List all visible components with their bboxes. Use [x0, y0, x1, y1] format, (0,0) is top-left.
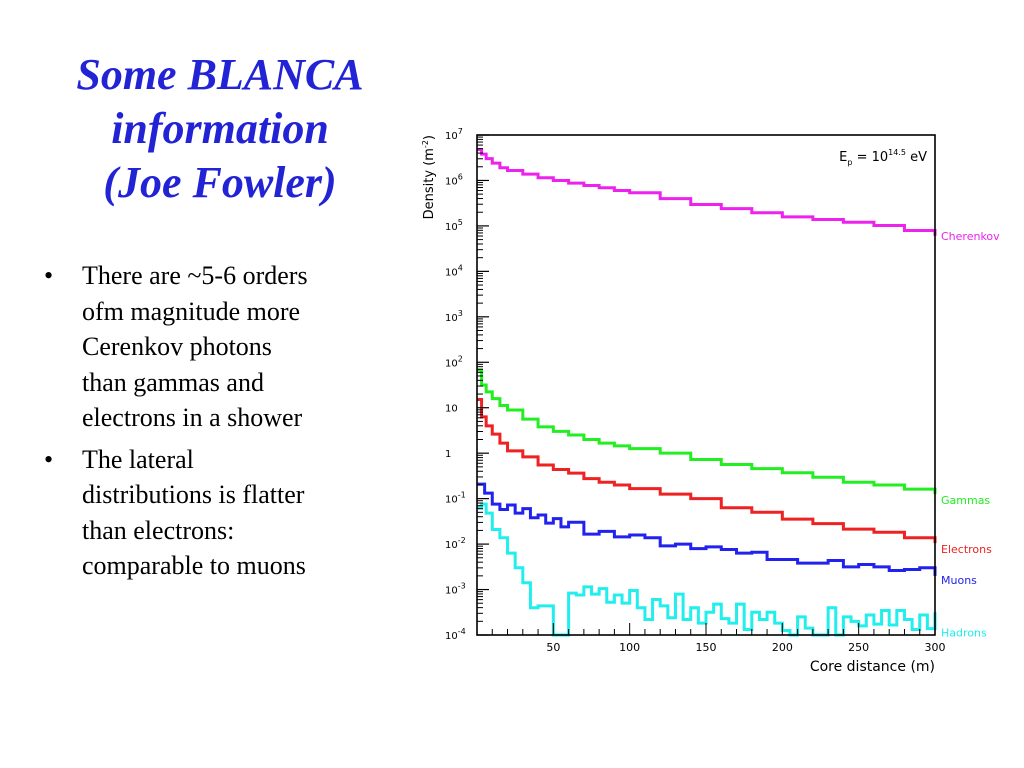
y-tick-label: 10-1: [445, 491, 466, 506]
y-tick-label: 10-3: [445, 582, 466, 597]
y-tick-label: 102: [445, 354, 463, 369]
title-line-1: Some BLANCA: [76, 50, 364, 99]
y-tick-label: 105: [445, 218, 463, 233]
bullet-line: than electrons:: [82, 515, 235, 545]
series-line-hadrons: [477, 502, 937, 637]
y-tick-label: 104: [445, 263, 463, 278]
bullet-text: There are ~5-6 orders ofm magnitude more…: [82, 258, 398, 436]
series-line-gammas: [477, 368, 937, 495]
legend-label-gammas: Gammas: [941, 494, 990, 507]
bullet-dot: •: [44, 444, 54, 474]
bullet-dot: •: [44, 261, 54, 290]
bullet-line: ofm magnitude more: [82, 296, 301, 326]
density-chart: Cherenkov Gammas Electrons Muons Hadrons 107 1…: [421, 127, 1000, 675]
bullet-line: The lateral: [82, 444, 194, 474]
series-line-muons: [477, 482, 937, 576]
x-axis-label: Core distance (m): [810, 659, 935, 675]
x-tick-label: 300: [925, 641, 946, 654]
y-tick-label: 1: [445, 449, 451, 460]
bullet-line: There are ~5-6 orders: [82, 261, 308, 290]
x-tick-label: 50: [546, 641, 560, 654]
y-tick-label: 10-4: [445, 627, 466, 642]
bullet-line: comparable to muons: [82, 551, 306, 580]
y-tick-label: 107: [445, 127, 463, 142]
x-tick-label: 100: [619, 641, 640, 654]
y-tick-label: 106: [445, 172, 463, 187]
legend-label-cherenkov: Cherenkov: [941, 230, 1000, 243]
y-tick-label: 103: [445, 309, 463, 324]
bullet-line: distributions is flatter: [82, 480, 305, 509]
series-line-electrons: [477, 398, 937, 544]
title-line-2: information: [111, 104, 329, 153]
legend-label-muons: Muons: [941, 574, 977, 587]
legend-label-hadrons: Hadrons: [941, 626, 987, 639]
x-tick-label: 150: [696, 641, 717, 654]
plot-frame: [476, 134, 936, 636]
x-tick-label: 200: [772, 641, 793, 654]
bullet-line: than gammas and: [82, 367, 264, 397]
x-tick-label: 250: [848, 641, 869, 654]
y-axis-label: Density (m-2): [421, 135, 437, 219]
bullet-list: • There are ~5-6 orders ofm magnitude mo…: [38, 258, 398, 590]
bullet-text: The lateral distributions is flatter tha…: [82, 442, 398, 584]
y-tick-label: 10-2: [445, 536, 466, 551]
bullet-line: Cerenkov photons: [82, 332, 272, 361]
bullet-line: electrons in a shower: [82, 403, 303, 432]
bullet-item-2: • The lateral distributions is flatter t…: [38, 442, 398, 584]
legend-label-electrons: Electrons: [941, 543, 992, 556]
energy-annotation: Ep = 1014.5 eV: [839, 148, 927, 167]
slide-title: Some BLANCA information (Joe Fowler): [30, 48, 410, 210]
bullet-item-1: • There are ~5-6 orders ofm magnitude mo…: [38, 258, 398, 436]
series-line-cherenkov: [477, 148, 937, 236]
title-line-3: (Joe Fowler): [103, 158, 337, 207]
y-tick-label: 10: [445, 404, 458, 415]
